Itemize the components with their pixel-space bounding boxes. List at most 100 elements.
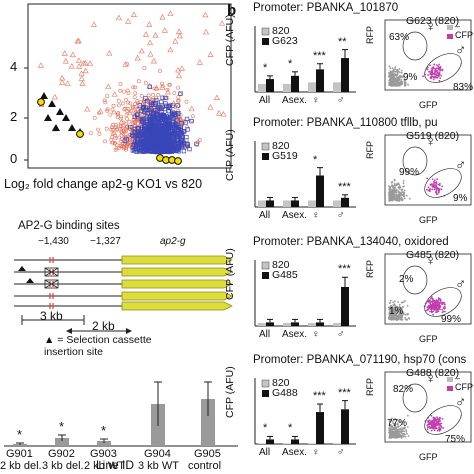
facs-event-gray	[390, 197, 393, 200]
facs-event-cfp	[431, 69, 433, 72]
schematic-gene-label: ap2-g	[160, 236, 186, 247]
volcano-point-red	[150, 109, 155, 114]
facs-event-gray	[398, 195, 400, 198]
facs-event-cfp	[434, 186, 437, 189]
volcano-point-blue	[179, 137, 185, 142]
volcano-point-red	[149, 130, 154, 135]
volcano-point-red	[145, 126, 150, 131]
volcano-point-blue	[146, 107, 152, 113]
facs-event-gray	[393, 436, 396, 438]
volcano-point-blue	[141, 119, 146, 125]
volcano-point-blue	[150, 114, 155, 119]
facs-event-gray	[392, 83, 394, 86]
volcano-point-blue	[180, 139, 185, 144]
facs-event-cfp	[430, 307, 432, 310]
volcano-point-blue	[153, 135, 158, 141]
facs-event-gray	[391, 192, 394, 194]
facs-event-cfp	[422, 75, 424, 78]
volcano-point-blue	[141, 139, 146, 144]
facs-event-cfp	[428, 70, 430, 73]
volcano-point-red	[176, 119, 181, 123]
facs-event-gray	[394, 191, 397, 193]
facs-event-gray	[388, 186, 391, 189]
volcano-point-blue	[164, 114, 169, 119]
facs-event-cfp	[435, 300, 437, 302]
facs-event-gray	[404, 83, 406, 86]
volcano-point-blue	[139, 119, 145, 124]
facs-event-gray	[388, 436, 391, 439]
facs-event-cfp	[438, 301, 440, 304]
facs-event-gray	[389, 318, 392, 320]
volcano-point-blue	[167, 136, 172, 141]
volcano-point-red	[173, 119, 178, 124]
facs-event-cfp	[434, 68, 437, 70]
volcano-point-blue	[163, 124, 168, 130]
facs-event-gray	[389, 429, 392, 432]
facs-event-gray	[391, 318, 393, 321]
facs-event-cfp	[430, 414, 433, 417]
legend-820: 820	[272, 140, 290, 152]
volcano-point-red	[180, 131, 185, 136]
facs-event-gray	[398, 317, 401, 319]
volcano-point-blue	[145, 143, 151, 148]
volcano-point-blue	[145, 135, 150, 140]
facs-event-gray	[392, 190, 395, 193]
volcano-point-blue	[164, 130, 169, 135]
volcano-point-blue	[167, 139, 172, 144]
facs-event-gray	[393, 189, 396, 191]
selection-cassette-triangle	[18, 266, 26, 271]
volcano-point-red	[111, 103, 116, 108]
facs-event-gray	[389, 436, 391, 439]
facs-event-cfp	[431, 72, 434, 75]
volcano-point-blue	[178, 126, 184, 131]
facs-event-gray	[398, 78, 401, 81]
volcano-point-blue	[162, 148, 167, 153]
facs-event-cfp	[436, 308, 438, 311]
volcano-point-blue	[142, 135, 148, 140]
cfp-bar-line	[291, 322, 299, 326]
volcano-point-red	[152, 139, 157, 144]
facs-event-gray	[392, 186, 395, 189]
volcano-point-blue	[174, 145, 180, 151]
volcano-point-red	[105, 109, 110, 113]
volcano-point-blue	[140, 135, 145, 140]
volcano-point-blue	[139, 137, 144, 142]
volcano-point-red	[103, 139, 107, 144]
volcano-point-blue	[160, 144, 166, 150]
facs-event-cfp	[444, 307, 446, 309]
volcano-point-blue	[173, 148, 179, 153]
cfp-bar-line	[291, 200, 299, 207]
volcano-point-red	[158, 129, 163, 134]
volcano-point-blue	[146, 142, 151, 147]
facs-event-gray	[390, 192, 393, 195]
volcano-point-blue	[183, 120, 188, 125]
volcano-highlight-yellow	[168, 156, 176, 164]
facs-event-gray	[394, 80, 397, 83]
volcano-point-red	[140, 140, 145, 145]
legend-line: G623	[272, 35, 298, 47]
volcano-point-blue	[169, 114, 174, 120]
volcano-triangle-red	[51, 125, 58, 132]
facs-event-cfp	[435, 181, 438, 183]
facs-event-gray	[406, 432, 408, 435]
cfp-star: ***	[338, 263, 351, 276]
volcano-point-blue	[162, 144, 167, 149]
facs-event-gray	[389, 67, 392, 70]
facs-event-cfp	[436, 424, 439, 426]
volcano-point-blue	[157, 131, 162, 137]
volcano-point-blue	[152, 119, 157, 124]
facs-event-gray	[390, 432, 393, 435]
facs-event-gray	[391, 428, 394, 431]
volcano-point-red	[151, 120, 156, 125]
facs-event-gray	[397, 78, 399, 81]
facs-event-gray	[390, 434, 393, 436]
facs-event-gray	[400, 431, 402, 433]
facs-event-gray	[390, 76, 393, 79]
facs-event-cfp	[431, 184, 434, 187]
volcano-point-red	[116, 111, 121, 116]
volcano-point-blue	[161, 143, 166, 149]
volcano-point-red	[161, 105, 166, 110]
facs-event-cfp	[431, 425, 433, 427]
volcano-point-red	[137, 139, 142, 144]
facs-event-cfp	[429, 427, 432, 430]
